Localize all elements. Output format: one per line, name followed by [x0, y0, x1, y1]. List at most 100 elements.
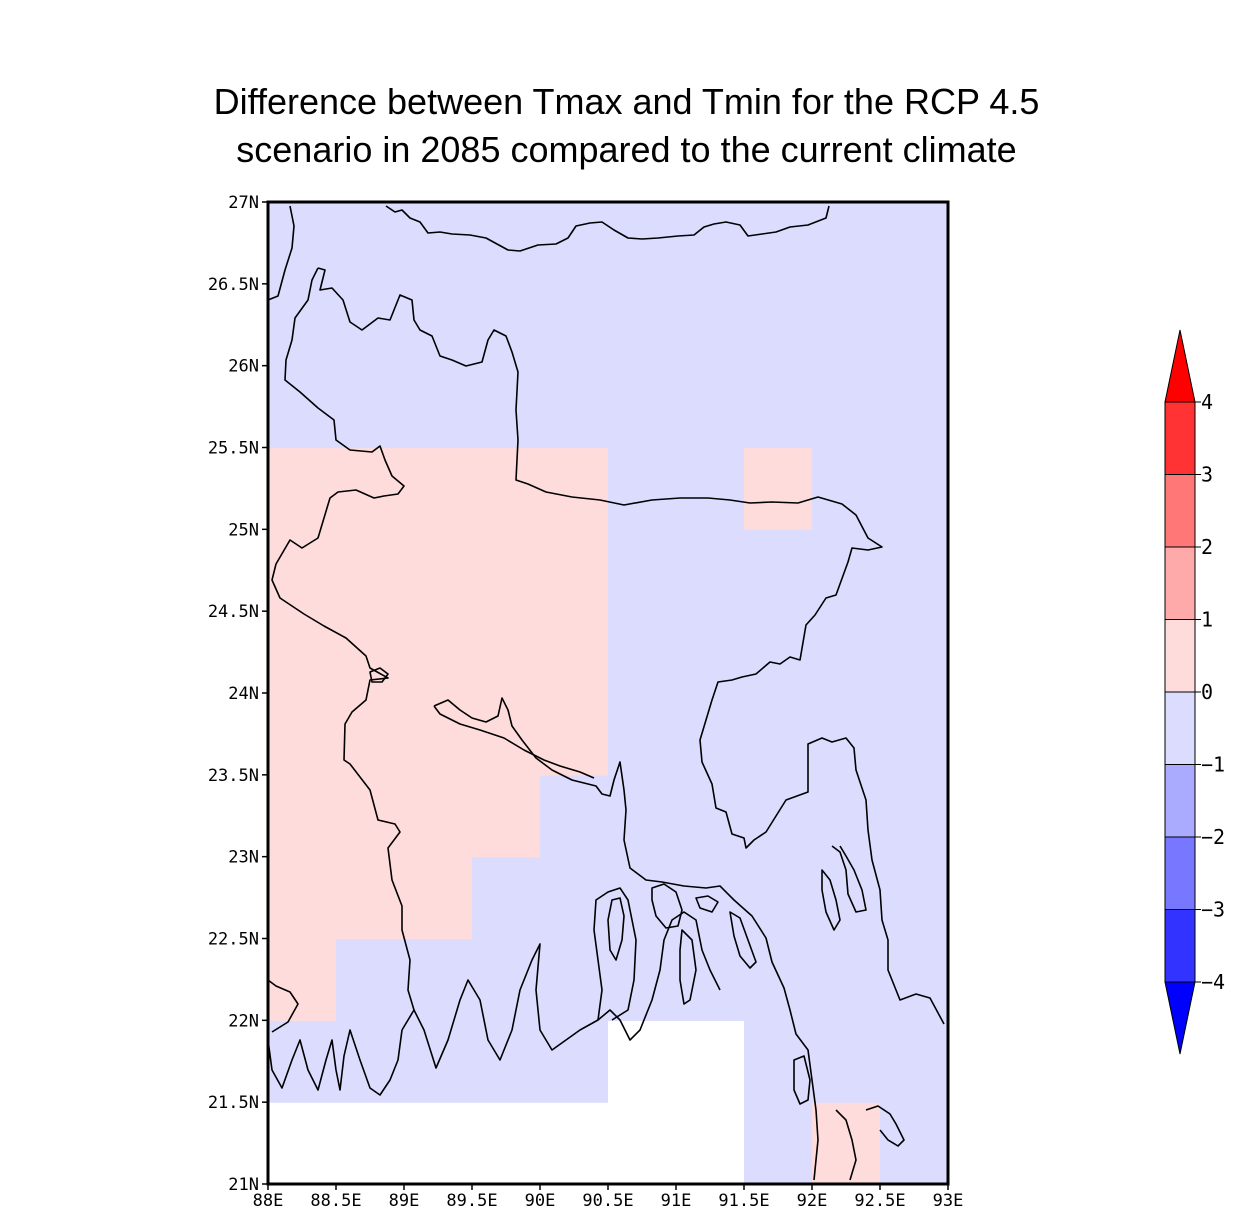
y-tick-label: 24N: [228, 684, 259, 704]
grid-cell: [540, 938, 609, 1021]
colorbar-label: −2: [1201, 825, 1225, 849]
colorbar-label: 3: [1201, 463, 1213, 487]
grid-cell: [676, 774, 745, 858]
grid-cell: [404, 365, 473, 449]
grid-cell: [676, 447, 745, 530]
x-tick-label: 89.5E: [446, 1191, 497, 1211]
grid-cell: [268, 938, 337, 1021]
grid-cells: [268, 202, 949, 1185]
grid-cell: [336, 529, 405, 612]
grid-cell: [404, 447, 473, 530]
grid-cell: [472, 529, 541, 612]
grid-cell: [336, 774, 405, 858]
grid-cell: [540, 202, 609, 285]
colorbar-segment: [1164, 764, 1196, 838]
colorbar-segment: [1164, 909, 1196, 983]
colorbar-label: 4: [1201, 390, 1213, 414]
colorbar-segment: [1164, 691, 1196, 765]
chart-title: Difference between Tmax and Tmin for the…: [0, 78, 1253, 174]
grid-cell: [744, 283, 813, 367]
grid-cell: [268, 202, 337, 285]
x-tick-label: 88E: [253, 1191, 284, 1211]
y-tick-label: 26.5N: [208, 275, 259, 295]
grid-cell: [744, 611, 813, 694]
y-tick-label: 25N: [228, 520, 259, 540]
grid-cell: [540, 447, 609, 530]
grid-cell: [608, 202, 677, 285]
grid-cell: [676, 1020, 745, 1103]
y-tick-label: 25.5N: [208, 439, 259, 459]
grid-cell: [744, 856, 813, 940]
grid-cell: [268, 283, 337, 367]
colorbar-segment: [1164, 836, 1196, 910]
grid-cell: [812, 693, 881, 776]
colorbar-label: 2: [1201, 535, 1213, 559]
grid-cell: [676, 1102, 745, 1185]
colorbar-label: 1: [1201, 608, 1213, 632]
colorbar-segment: [1164, 546, 1196, 620]
grid-cell: [880, 938, 949, 1021]
grid-cell: [336, 856, 405, 940]
y-tick-label: 24.5N: [208, 602, 259, 622]
grid-cell: [268, 611, 337, 694]
grid-cell: [608, 1020, 677, 1103]
grid-cell: [608, 1102, 677, 1185]
grid-cell: [744, 529, 813, 612]
colorbar-label: −1: [1201, 753, 1225, 777]
grid-cell: [812, 283, 881, 367]
grid-cell: [336, 447, 405, 530]
grid-cell: [880, 202, 949, 285]
grid-cell: [336, 202, 405, 285]
grid-cell: [336, 365, 405, 449]
title-line-2: scenario in 2085 compared to the current…: [236, 129, 1017, 170]
y-tick-label: 22N: [228, 1011, 259, 1031]
grid-cell: [472, 856, 541, 940]
grid-cell: [608, 283, 677, 367]
grid-cell: [336, 1020, 405, 1103]
grid-cell: [540, 283, 609, 367]
x-tick-label: 91E: [661, 1191, 692, 1211]
grid-cell: [812, 1102, 881, 1185]
grid-cell: [744, 693, 813, 776]
y-tick-label: 21.5N: [208, 1093, 259, 1113]
grid-cell: [608, 365, 677, 449]
grid-cell: [608, 938, 677, 1021]
grid-cell: [540, 1020, 609, 1103]
y-tick-label: 22.5N: [208, 930, 259, 950]
grid-cell: [404, 856, 473, 940]
grid-cell: [404, 774, 473, 858]
grid-cell: [472, 611, 541, 694]
grid-cell: [268, 774, 337, 858]
grid-cell: [268, 529, 337, 612]
grid-cell: [404, 1102, 473, 1185]
grid-cell: [812, 202, 881, 285]
y-tick-label: 23.5N: [208, 766, 259, 786]
grid-cell: [472, 774, 541, 858]
grid-cell: [336, 283, 405, 367]
grid-cell: [608, 774, 677, 858]
grid-cell: [336, 938, 405, 1021]
grid-cell: [472, 202, 541, 285]
grid-cell: [812, 447, 881, 530]
x-tick-label: 92E: [797, 1191, 828, 1211]
grid-cell: [812, 529, 881, 612]
grid-cell: [540, 774, 609, 858]
grid-cell: [880, 283, 949, 367]
y-tick-label: 27N: [228, 193, 259, 213]
colorbar-segment: [1164, 401, 1196, 475]
title-line-1: Difference between Tmax and Tmin for the…: [213, 81, 1040, 122]
colorbar-under-triangle: [1164, 981, 1196, 1055]
grid-cell: [608, 693, 677, 776]
grid-cell: [880, 365, 949, 449]
x-tick-label: 89E: [389, 1191, 420, 1211]
grid-cell: [812, 611, 881, 694]
grid-cell: [744, 938, 813, 1021]
grid-cell: [540, 529, 609, 612]
y-tick-label: 23N: [228, 848, 259, 868]
grid-cell: [744, 365, 813, 449]
grid-cell: [880, 693, 949, 776]
grid-cell: [676, 365, 745, 449]
colorbar-over-triangle: [1164, 329, 1196, 403]
y-tick-label: 26N: [228, 357, 259, 377]
